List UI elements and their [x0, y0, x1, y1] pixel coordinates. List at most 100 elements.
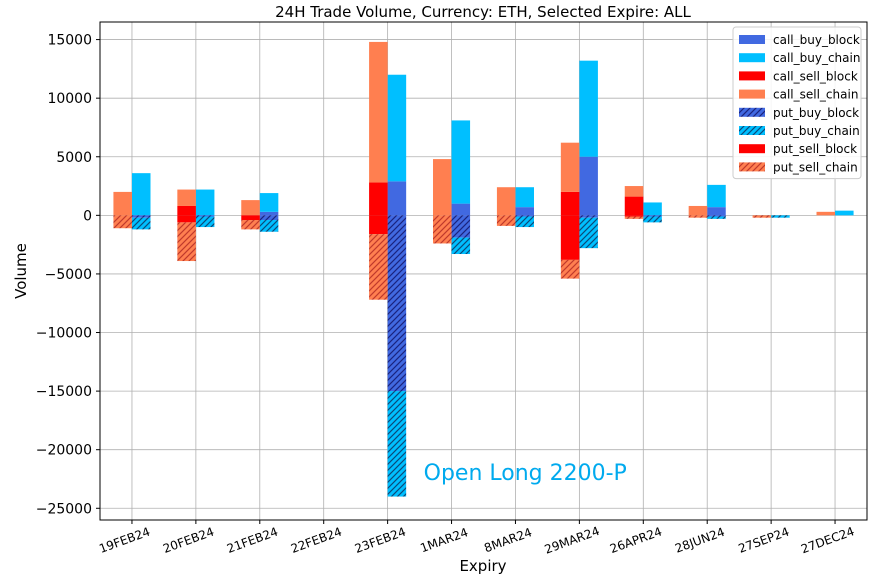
bar-call_sell_chain-28JUN24	[688, 205, 708, 216]
x-axis: 19FEB24 20FEB24 21FEB24 22FEB24 23FEB24 1MAR2…	[97, 520, 856, 557]
bar-put_sell_chain-8MAR24	[496, 215, 516, 226]
bar-put_sell_chain-19FEB24	[113, 215, 132, 229]
bar-call_sell_chain-27DEC24	[816, 211, 836, 216]
y-tick-label: 5000	[56, 150, 92, 166]
bar-put_buy_block-19FEB24	[131, 215, 151, 218]
bar-put_sell_chain-20FEB24	[177, 222, 196, 262]
bar-call_buy_chain-20FEB24	[195, 189, 215, 216]
legend-swatch-call_buy_block	[739, 35, 765, 44]
x-tick-label: 27SEP24	[736, 525, 791, 556]
bar-put_buy_chain-29MAR24	[579, 217, 598, 249]
legend-label-put_sell_chain: put_sell_chain	[773, 160, 858, 174]
bar-put_buy_chain-27SEP24	[771, 215, 790, 218]
y-tick-label: −20000	[36, 443, 92, 459]
legend-box	[732, 26, 862, 180]
legend-swatch-put_buy_chain	[739, 126, 765, 135]
bar-call_buy_block-29MAR24	[579, 156, 598, 216]
y-axis-label: Volume	[12, 243, 30, 299]
bar-call_sell_block-23FEB24	[369, 182, 388, 216]
bar-put_buy_block-21FEB24	[259, 215, 279, 221]
bar-put_buy_chain-26APR24	[643, 216, 662, 223]
plot-frame	[99, 21, 868, 521]
bar-call_sell_chain-8MAR24	[496, 187, 516, 216]
legend-swatch-call_sell_chain	[739, 89, 765, 99]
y-axis: 15000 10000 5000 0 −5000 −10000 −15000 −20000 −2…	[36, 33, 100, 517]
y-tick-label: 15000	[47, 33, 92, 49]
bar-put_buy_block-1MAR24	[451, 215, 471, 238]
bar-put_sell_chain-26APR24	[624, 216, 644, 219]
bar-put_buy_chain-8MAR24	[515, 216, 534, 228]
bar-put_buy_block-20FEB24	[195, 215, 215, 217]
bar-put_sell_block-20FEB24	[177, 215, 196, 223]
legend-label-call_sell_chain: call_sell_chain	[773, 88, 858, 102]
chart-title: 24H Trade Volume, Currency: ETH, Selecte…	[275, 3, 691, 21]
bar-put_sell_block-21FEB24	[241, 215, 260, 221]
legend: call_buy_block call_buy_chain call_sell_bl…	[732, 26, 862, 180]
bar-call_buy_chain-21FEB24	[259, 193, 279, 212]
bar-put_sell_block-23FEB24	[369, 215, 388, 235]
bar-put_buy_chain-21FEB24	[259, 220, 279, 232]
bar-call_sell_chain-20FEB24	[177, 189, 196, 206]
x-axis-label: Expiry	[459, 557, 506, 575]
bar-call_sell_block-20FEB24	[177, 205, 196, 216]
legend-label-call_sell_block: call_sell_block	[773, 69, 858, 83]
bar-call_sell_block-26APR24	[624, 196, 644, 216]
x-tick-label: 8MAR24	[482, 525, 534, 555]
bar-call_sell_chain-21FEB24	[241, 200, 260, 216]
x-tick-label: 26APR24	[608, 524, 664, 556]
bar-put_sell_chain-23FEB24	[369, 234, 388, 300]
bar-put_buy_block-26APR24	[643, 215, 662, 217]
bar-call_buy_chain-19FEB24	[131, 173, 151, 216]
bar-call_sell_chain-19FEB24	[113, 191, 132, 216]
bar-put_buy_chain-19FEB24	[131, 217, 151, 230]
bar-put_buy_block-8MAR24	[515, 215, 534, 217]
bar-call_buy_chain-8MAR24	[515, 187, 534, 208]
x-tick-label: 21FEB24	[225, 525, 280, 556]
bar-call_buy_chain-1MAR24	[451, 120, 471, 204]
bar-put_buy_block-28JUN24	[707, 215, 726, 217]
bar-put_sell_chain-1MAR24	[433, 215, 452, 244]
bar-call_buy_block-1MAR24	[451, 203, 471, 216]
y-tick-label: −15000	[36, 384, 92, 400]
x-tick-label: 1MAR24	[418, 525, 470, 555]
bar-call_sell_chain-1MAR24	[433, 159, 452, 216]
x-tick-label: 27DEC24	[799, 524, 856, 556]
legend-swatch-put_sell_block	[739, 144, 765, 154]
bar-call_buy_chain-29MAR24	[579, 60, 598, 157]
y-tick-label: −10000	[36, 326, 92, 342]
legend-label-call_buy_chain: call_buy_chain	[773, 51, 860, 65]
bar-put_buy_block-23FEB24	[387, 215, 407, 392]
bar-call_sell_chain-29MAR24	[560, 142, 580, 192]
x-tick-label: 20FEB24	[161, 525, 216, 556]
bar-put_sell_chain-29MAR24	[560, 259, 580, 279]
legend-label-put_buy_block: put_buy_block	[773, 106, 859, 120]
bar-call_sell_chain-23FEB24	[369, 41, 388, 183]
bar-put_buy_chain-20FEB24	[195, 216, 215, 228]
bar-put_buy_block-29MAR24	[579, 215, 598, 218]
bar-put_sell_block-26APR24	[624, 215, 644, 217]
legend-swatch-put_sell_chain	[739, 162, 765, 172]
bar-put_sell_block-29MAR24	[560, 215, 580, 260]
x-tick-label: 22FEB24	[289, 525, 344, 556]
legend-label-put_sell_block: put_sell_block	[773, 142, 857, 156]
bar-call_sell_chain-26APR24	[624, 186, 644, 197]
bar-call_sell_block-29MAR24	[560, 191, 580, 216]
bar-put_buy_chain-23FEB24	[387, 391, 407, 497]
y-tick-label: −5000	[45, 267, 92, 283]
legend-swatch-call_sell_block	[739, 71, 765, 81]
annotation-open-long: Open Long 2200-P	[424, 461, 627, 486]
bar-call_buy_block-8MAR24	[515, 207, 534, 216]
bar-put_buy_chain-1MAR24	[451, 237, 471, 255]
bars-layer	[113, 41, 854, 497]
bar-call_buy_chain-27DEC24	[835, 210, 854, 216]
x-tick-label: 19FEB24	[97, 525, 152, 556]
bar-call_buy_chain-23FEB24	[387, 74, 407, 182]
y-tick-label: 10000	[47, 91, 92, 107]
y-tick-label: −25000	[36, 501, 92, 517]
y-tick-label: 0	[83, 208, 92, 224]
legend-swatch-put_buy_block	[739, 107, 765, 117]
bar-put_sell_chain-28JUN24	[688, 215, 708, 218]
bar-put_sell_chain-21FEB24	[241, 220, 260, 230]
bar-call_buy_block-28JUN24	[707, 207, 726, 216]
